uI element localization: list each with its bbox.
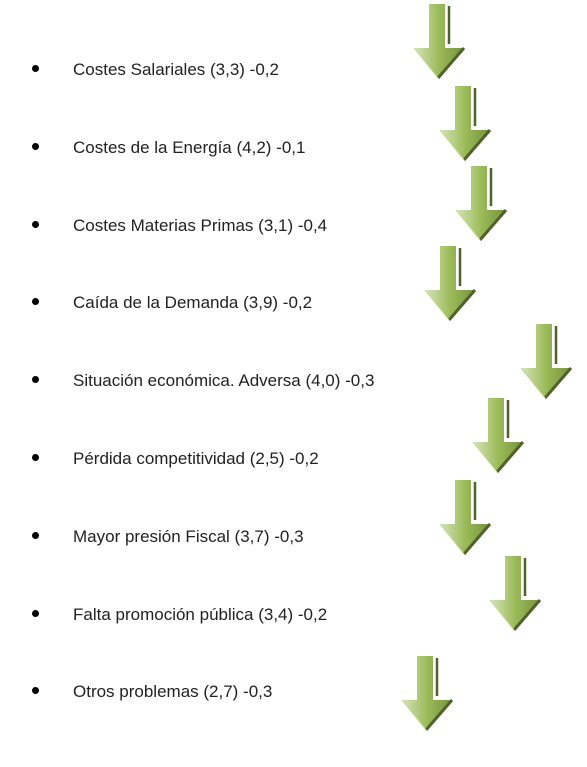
list-item: Situación económica. Adversa (4,0) -0,3: [32, 371, 374, 391]
list-item: Caída de la Demanda (3,9) -0,2: [32, 293, 312, 313]
bullet: [32, 298, 39, 306]
bullet: [32, 687, 39, 695]
item-text: Costes de la Energía (4,2) -0,1: [73, 137, 306, 157]
arrow: [440, 480, 490, 554]
bullet: [32, 531, 39, 539]
bullet: [32, 220, 39, 228]
list-item: Costes Materias Primas (3,1) -0,4: [32, 216, 327, 236]
arrow: [440, 86, 490, 160]
arrow: [456, 166, 506, 240]
list-item: Costes Salariales (3,3) -0,2: [32, 60, 279, 80]
bullet: [32, 65, 39, 73]
bullet: [32, 609, 39, 617]
arrow: [473, 398, 523, 472]
arrow: [425, 246, 475, 320]
item-text: Pérdida competitividad (2,5) -0,2: [73, 449, 319, 468]
item-text: Costes Salariales (3,3) -0,2: [73, 60, 279, 79]
list-item: Mayor presión Fiscal (3,7) -0,3: [32, 527, 304, 547]
item-text: Costes Materias Primas (3,1) -0,4: [73, 215, 328, 235]
arrow: [414, 4, 464, 78]
bullet: [32, 142, 39, 150]
item-text: Falta promoción pública (3,4) -0,2: [73, 604, 328, 624]
item-text: Caída de la Demanda (3,9) -0,2: [73, 293, 313, 313]
list-item: Pérdida competitividad (2,5) -0,2: [32, 449, 319, 469]
item-text: Mayor presión Fiscal (3,7) -0,3: [73, 526, 304, 546]
arrow: [490, 556, 540, 630]
item-text: Situación económica. Adversa (4,0) -0,3: [73, 371, 375, 391]
list-item: Otros problemas (2,7) -0,3: [32, 682, 272, 702]
bullet: [32, 376, 39, 384]
arrow: [402, 656, 452, 730]
list-item: Falta promoción pública (3,4) -0,2: [32, 605, 327, 625]
arrow: [521, 324, 571, 398]
list-item: Costes de la Energía (4,2) -0,1: [32, 138, 305, 158]
bullet: [32, 454, 39, 462]
item-text: Otros problemas (2,7) -0,3: [73, 682, 273, 702]
